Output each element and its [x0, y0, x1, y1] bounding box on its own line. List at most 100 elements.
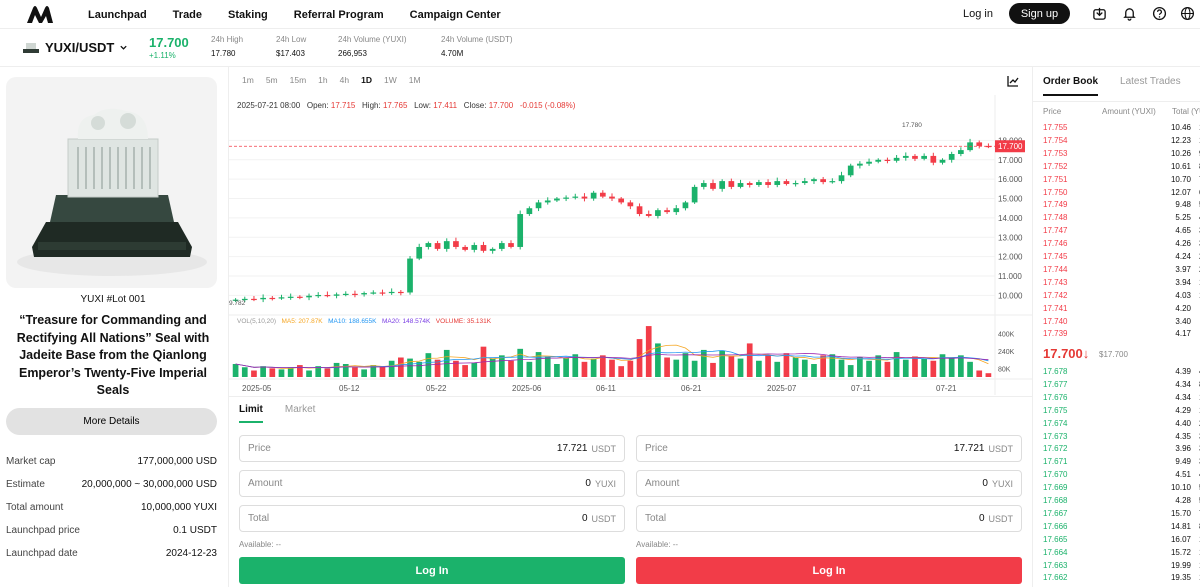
volume-bar	[306, 370, 312, 377]
pair-selector[interactable]: YUXI/USDT	[22, 40, 128, 55]
candle-body	[251, 298, 257, 301]
brand-logo[interactable]	[26, 4, 54, 24]
tf-1mo[interactable]: 1M	[408, 75, 421, 85]
buy-amount-input[interactable]: Amount 0 YUXI	[239, 470, 625, 497]
help-icon[interactable]	[1152, 6, 1167, 21]
ob-amount: 4.65	[1175, 226, 1191, 236]
volume-bar	[664, 357, 670, 377]
sell-price-input[interactable]: Price 17.721 USDT	[636, 435, 1022, 462]
bell-icon[interactable]	[1122, 6, 1137, 21]
sell-amount-input[interactable]: Amount 0 YUXI	[636, 470, 1022, 497]
volume-bar	[958, 355, 964, 377]
price-chart[interactable]: 1m 5m 15m 1h 4h 1D 1W 1M 2025-07-21 08:0…	[228, 67, 1033, 396]
candle-body	[489, 248, 496, 251]
sell-total-input[interactable]: Total 0 USDT	[636, 505, 1022, 532]
ob-price: 17.741	[1043, 303, 1068, 313]
download-icon[interactable]	[1092, 6, 1107, 21]
signup-button[interactable]: Sign up	[1009, 3, 1070, 24]
buy-price-input[interactable]: Price 17.721 USDT	[239, 435, 625, 462]
volume-bar	[453, 360, 459, 377]
volume-bar	[756, 360, 762, 377]
globe-icon[interactable]	[1180, 6, 1195, 21]
login-link[interactable]: Log in	[963, 8, 993, 20]
sell-login-button[interactable]: Log In	[636, 557, 1022, 584]
volume-bar	[342, 364, 349, 377]
y-tick-label: 13.000	[998, 233, 1023, 242]
tf-1h[interactable]: 1h	[318, 75, 328, 85]
ob-price: 17.674	[1043, 418, 1068, 428]
more-details-button[interactable]: More Details	[6, 408, 217, 435]
volume-bar	[847, 365, 854, 377]
buy-login-button[interactable]: Log In	[239, 557, 625, 584]
detail-launchpad-price: Launchpad price 0.1 USDT	[6, 525, 217, 536]
chart-type-icon[interactable]	[1007, 75, 1019, 87]
order-book-panel: Order Book Latest Trades Price Amount (Y…	[1032, 67, 1200, 587]
ask-row[interactable]: 17.740 3.40	[1033, 316, 1200, 329]
ob-amount: 4.39	[1175, 367, 1191, 376]
tab-latest-trades[interactable]: Latest Trades	[1120, 76, 1181, 87]
tf-1m[interactable]: 1m	[242, 75, 254, 85]
candle-body	[939, 159, 946, 163]
candle-body	[710, 183, 716, 189]
volume-bar	[829, 354, 836, 377]
tab-market[interactable]: Market	[284, 404, 316, 415]
ask-row[interactable]: 17.739 4.17	[1033, 328, 1200, 341]
tab-order-book[interactable]: Order Book	[1043, 76, 1099, 96]
nav-launchpad[interactable]: Launchpad	[88, 8, 147, 21]
nav-trade[interactable]: Trade	[172, 8, 203, 21]
volume-bar	[884, 361, 891, 377]
candle-body	[554, 198, 560, 201]
nav-campaign-center[interactable]: Campaign Center	[409, 8, 501, 21]
y-tick-label: 17.000	[998, 156, 1023, 165]
nav-referral-program[interactable]: Referral Program	[293, 8, 384, 21]
ask-row[interactable]: 17.741 4.20	[1033, 303, 1200, 316]
tf-1d[interactable]: 1D	[361, 75, 372, 85]
tf-1w[interactable]: 1W	[383, 75, 397, 85]
tf-5m[interactable]: 5m	[265, 75, 278, 85]
buy-total-input[interactable]: Total 0 USDT	[239, 505, 625, 532]
lot-number: YUXI #Lot 001	[80, 294, 146, 305]
candle-body	[306, 295, 312, 298]
candle-body	[342, 293, 349, 296]
tf-15m[interactable]: 15m	[289, 75, 307, 85]
volume-bar	[471, 362, 478, 377]
tab-limit[interactable]: Limit	[239, 404, 263, 423]
nav-staking[interactable]: Staking	[228, 8, 268, 21]
ob-amount: 10.46	[1170, 123, 1191, 132]
candle-body	[287, 296, 294, 298]
sell-available: Available: --	[636, 540, 679, 549]
tf-4h[interactable]: 4h	[339, 75, 350, 85]
ob-price: 17.750	[1043, 187, 1068, 197]
